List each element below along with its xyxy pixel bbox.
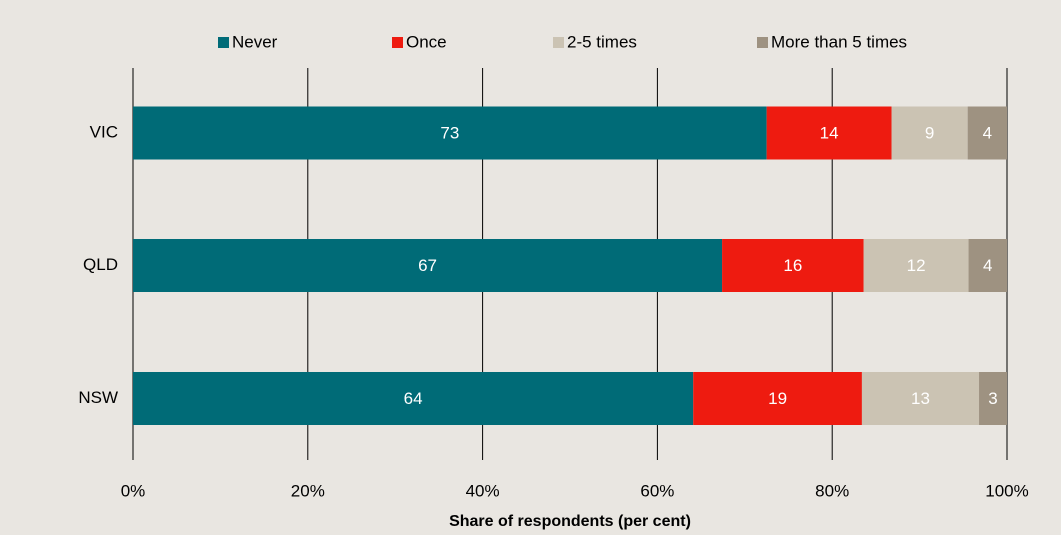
bar-segment — [722, 239, 864, 292]
legend-label: Once — [406, 32, 447, 51]
legend-label: 2-5 times — [567, 32, 637, 51]
x-tick-label: 40% — [466, 481, 500, 500]
legend-label: Never — [232, 32, 278, 51]
bar-segment — [766, 106, 892, 160]
data-label: 64 — [404, 389, 423, 408]
x-tick-label: 20% — [291, 481, 325, 500]
data-label: 67 — [418, 256, 437, 275]
data-label: 9 — [925, 123, 934, 142]
bar-segment — [133, 372, 694, 425]
x-axis-label: Share of respondents (per cent) — [449, 513, 691, 530]
legend-swatch — [757, 37, 768, 48]
bar-segment — [693, 372, 862, 425]
legend-label: More than 5 times — [771, 32, 907, 51]
data-label: 13 — [911, 389, 930, 408]
y-tick-label: VIC — [90, 122, 118, 141]
bar-segment — [891, 106, 968, 160]
y-tick-label: QLD — [83, 255, 118, 274]
bar-segment — [863, 239, 969, 292]
data-label: 3 — [988, 389, 997, 408]
bar-segment — [968, 239, 1007, 292]
legend-swatch — [553, 37, 564, 48]
x-tick-label: 0% — [121, 481, 146, 500]
x-tick-label: 60% — [640, 481, 674, 500]
data-label: 4 — [983, 256, 992, 275]
data-label: 73 — [440, 123, 459, 142]
y-tick-label: NSW — [78, 388, 118, 407]
legend-swatch — [392, 37, 403, 48]
data-label: 14 — [820, 123, 839, 142]
bar-segment — [133, 106, 767, 160]
bar-segment — [979, 372, 1007, 425]
legend-swatch — [218, 37, 229, 48]
bar-segment — [133, 239, 723, 292]
x-tick-label: 80% — [815, 481, 849, 500]
data-label: 4 — [983, 123, 992, 142]
x-tick-label: 100% — [985, 481, 1028, 500]
data-label: 12 — [907, 256, 926, 275]
data-label: 19 — [768, 389, 787, 408]
bar-segment — [967, 106, 1007, 160]
bar-segment — [861, 372, 980, 425]
data-label: 16 — [783, 256, 802, 275]
